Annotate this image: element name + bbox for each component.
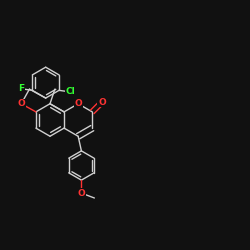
- Text: O: O: [78, 188, 85, 198]
- Text: O: O: [74, 99, 82, 108]
- Text: F: F: [18, 84, 24, 93]
- Text: Cl: Cl: [66, 88, 75, 96]
- Text: O: O: [98, 98, 106, 106]
- Text: O: O: [18, 99, 25, 108]
